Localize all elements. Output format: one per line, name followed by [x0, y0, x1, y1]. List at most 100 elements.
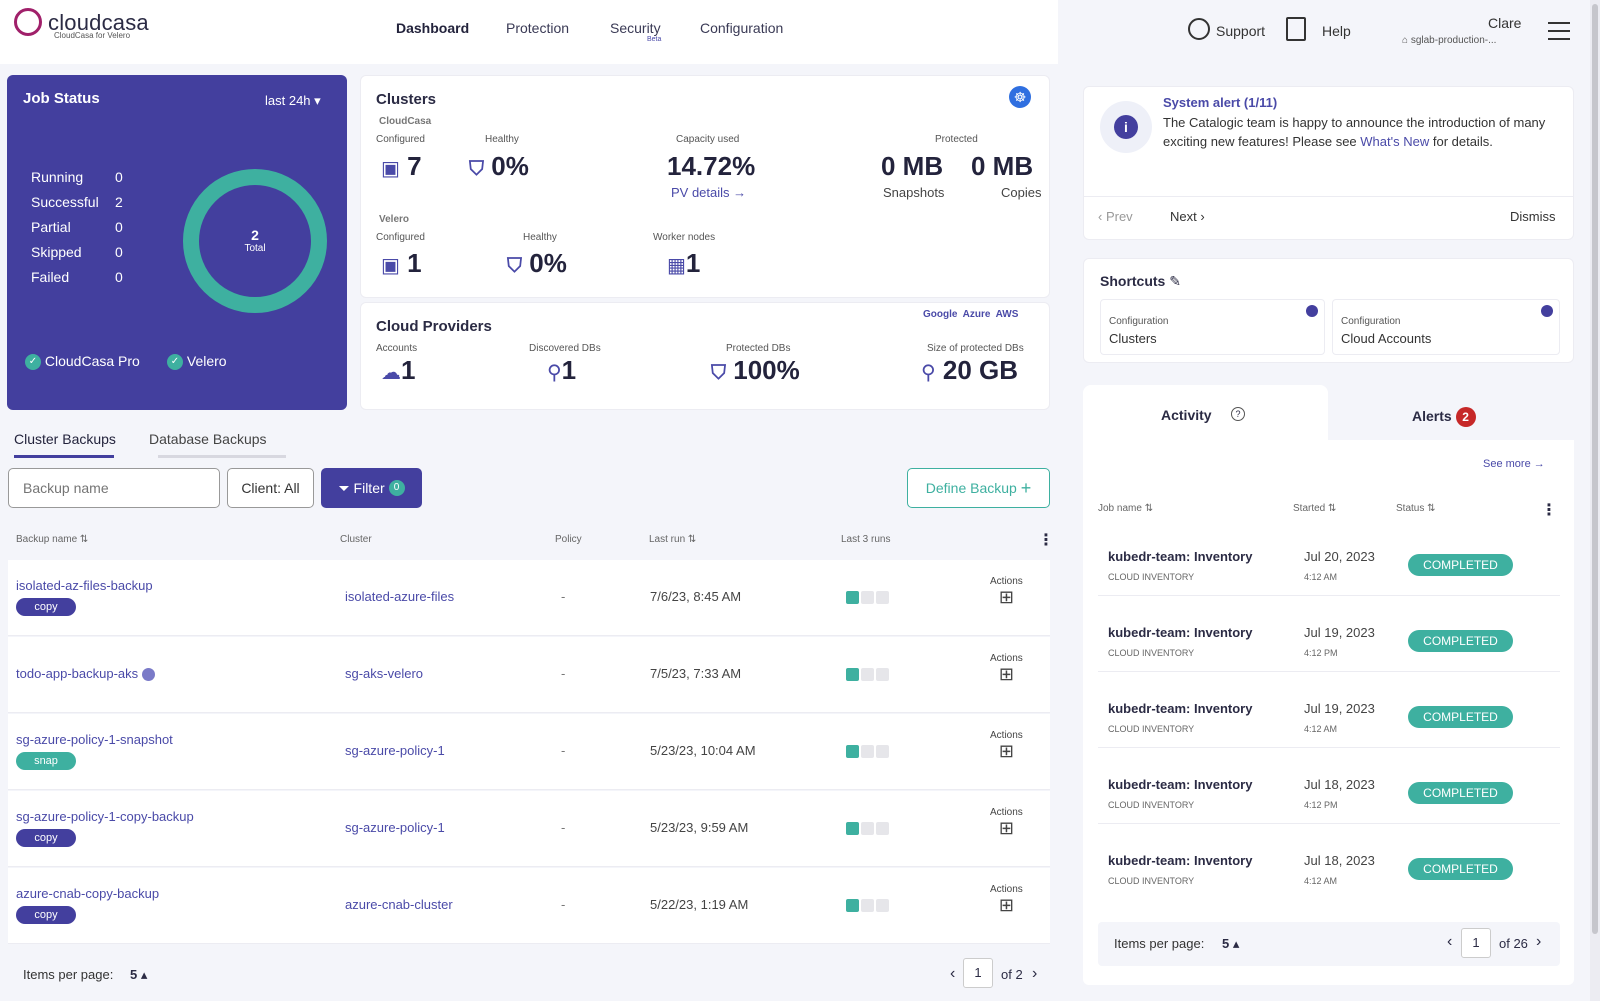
accounts-box[interactable]: ☁1: [381, 355, 415, 386]
backup-name-search[interactable]: [8, 468, 220, 508]
nav-security[interactable]: Security: [610, 20, 661, 36]
accounts-label: Accounts: [376, 343, 418, 354]
col-status[interactable]: Status ⇅: [1396, 503, 1436, 514]
healthy-value-box[interactable]: ⛉ 0%: [469, 151, 529, 182]
status-badge: COMPLETED: [1408, 782, 1513, 804]
page-number-input[interactable]: 1: [1461, 928, 1491, 958]
configured-count[interactable]: ▣ 7: [381, 151, 422, 182]
pv-details-link[interactable]: PV details →: [671, 185, 747, 200]
help-link[interactable]: Help: [1322, 23, 1351, 39]
support-link[interactable]: Support: [1216, 23, 1266, 39]
actions-grid-icon: ⊞: [998, 741, 1014, 761]
last-runs-indicator[interactable]: [846, 899, 891, 917]
next-page-icon[interactable]: ›: [1536, 933, 1542, 950]
see-more-link[interactable]: See more →: [1483, 458, 1545, 470]
actions-menu[interactable]: Actions ⊞: [990, 730, 1023, 762]
tab-activity[interactable]: Activity ?: [1083, 385, 1328, 441]
items-per-page-select[interactable]: 5 ▴: [130, 967, 148, 982]
column-menu-icon[interactable]: ⋮: [1038, 532, 1054, 549]
items-per-page-select[interactable]: 5 ▴: [1222, 936, 1240, 951]
whats-new-link[interactable]: What's New: [1360, 134, 1430, 149]
cluster-link[interactable]: sg-aks-velero: [345, 666, 424, 681]
activity-row[interactable]: kubedr-team: Inventory CLOUD INVENTORY J…: [1098, 672, 1560, 748]
actions-menu[interactable]: Actions ⊞: [990, 807, 1023, 839]
brand-name[interactable]: cloudcasa: [48, 10, 149, 35]
support-icon[interactable]: [1188, 18, 1210, 40]
col-last-run[interactable]: Last run ⇅: [649, 534, 697, 545]
backup-name-link[interactable]: azure-cnab-copy-backup: [16, 886, 160, 901]
tab-alerts[interactable]: Alerts 2: [1412, 407, 1476, 427]
job-status-card: Job Status last 24h ▾ Running 0 Successfu…: [7, 75, 347, 410]
help-circle-icon[interactable]: ?: [1231, 407, 1245, 421]
prev-page-icon[interactable]: ‹: [1447, 933, 1453, 950]
filter-button[interactable]: ⏷ Filter 0: [321, 468, 422, 508]
page-number-input[interactable]: 1: [963, 958, 993, 988]
nav-protection[interactable]: Protection: [506, 20, 570, 36]
col-started[interactable]: Started ⇅: [1293, 503, 1337, 514]
range-select[interactable]: last 24h ▾: [265, 93, 321, 108]
job-name: kubedr-team: Inventory: [1108, 701, 1253, 716]
define-backup-button[interactable]: Define Backup +: [907, 468, 1050, 508]
velero-healthy-box[interactable]: ⛉ 0%: [507, 248, 567, 279]
discovered-dbs-box[interactable]: ⚲1: [547, 355, 576, 386]
alert-next-button[interactable]: Next ›: [1170, 209, 1205, 224]
last-runs-indicator[interactable]: [846, 591, 891, 609]
activity-row[interactable]: kubedr-team: Inventory CLOUD INVENTORY J…: [1098, 824, 1560, 900]
table-row: azure-cnab-copy-backup copy azure-cnab-c…: [8, 868, 1050, 944]
kubernetes-icon: ☸: [1009, 86, 1031, 108]
activity-column-menu-icon[interactable]: ⋮: [1541, 502, 1557, 519]
actions-menu[interactable]: Actions ⊞: [990, 884, 1023, 916]
discovered-dbs-value: 1: [561, 355, 577, 385]
col-policy: Policy: [555, 534, 582, 545]
job-status-title: Job Status: [23, 90, 100, 107]
backup-name-link[interactable]: isolated-az-files-backup: [16, 578, 153, 593]
actions-menu[interactable]: Actions ⊞: [990, 653, 1023, 685]
nav-dashboard[interactable]: Dashboard: [396, 20, 470, 36]
shortcut-cloud-accounts[interactable]: Configuration Cloud Accounts: [1332, 299, 1560, 355]
cluster-link[interactable]: sg-azure-policy-1: [345, 820, 445, 835]
protected-dbs-box[interactable]: ⛉ 100%: [711, 355, 800, 386]
col-job-name[interactable]: Job name ⇅: [1098, 503, 1154, 514]
cluster-link[interactable]: azure-cnab-cluster: [345, 897, 453, 912]
user-name[interactable]: Clare: [1488, 15, 1522, 31]
backup-name-link[interactable]: sg-azure-policy-1-copy-backup: [16, 809, 194, 824]
protected-size-box[interactable]: ⚲ 20 GB: [921, 355, 1018, 386]
copies-value: 0 MB: [971, 151, 1034, 181]
edit-icon[interactable]: ✎: [1169, 273, 1181, 289]
tab-cluster-backups[interactable]: Cluster Backups: [14, 431, 116, 447]
donut-total-label: Total: [244, 243, 266, 254]
capacity-value: 14.72%: [667, 151, 756, 181]
page-scrollbar[interactable]: [1590, 0, 1600, 1001]
policy-value: -: [561, 897, 566, 912]
actions-label: Actions: [990, 653, 1023, 664]
alert-dismiss-button[interactable]: Dismiss: [1510, 209, 1556, 224]
job-type: CLOUD INVENTORY: [1108, 876, 1195, 886]
activity-row[interactable]: kubedr-team: Inventory CLOUD INVENTORY J…: [1098, 748, 1560, 824]
nav-configuration[interactable]: Configuration: [700, 20, 784, 36]
hamburger-menu-icon[interactable]: [1548, 22, 1570, 40]
last-runs-indicator[interactable]: [846, 745, 891, 763]
velero-configured-box[interactable]: ▣ 1: [381, 248, 422, 279]
activity-row[interactable]: kubedr-team: Inventory CLOUD INVENTORY J…: [1098, 520, 1560, 596]
activity-row[interactable]: kubedr-team: Inventory CLOUD INVENTORY J…: [1098, 596, 1560, 672]
backup-name-link[interactable]: todo-app-backup-aks: [16, 666, 155, 682]
next-page-icon[interactable]: ›: [1032, 965, 1038, 982]
actions-menu[interactable]: Actions ⊞: [990, 576, 1023, 608]
backup-name-link[interactable]: sg-azure-policy-1-snapshot: [16, 732, 173, 747]
tab-database-backups[interactable]: Database Backups: [149, 431, 267, 447]
scrollbar-thumb[interactable]: [1592, 4, 1598, 934]
org-name[interactable]: ⌂ sglab-production-...: [1402, 35, 1497, 46]
shortcut-clusters[interactable]: Configuration Clusters: [1100, 299, 1325, 355]
cloudcasa-logo-icon[interactable]: [14, 8, 42, 36]
alert-prev-button[interactable]: ‹ Prev: [1098, 209, 1133, 224]
last-runs-indicator[interactable]: [846, 668, 891, 686]
last-runs-indicator[interactable]: [846, 822, 891, 840]
col-backup-name[interactable]: Backup name ⇅: [16, 534, 89, 545]
prev-page-icon[interactable]: ‹: [950, 965, 956, 982]
client-filter-button[interactable]: Client: All: [227, 468, 314, 508]
cluster-link[interactable]: sg-azure-policy-1: [345, 743, 445, 758]
job-time: 4:12 PM: [1304, 800, 1338, 810]
worker-nodes-box[interactable]: ▦1: [667, 248, 700, 279]
help-book-icon[interactable]: [1286, 17, 1306, 41]
cluster-link[interactable]: isolated-azure-files: [345, 589, 455, 604]
